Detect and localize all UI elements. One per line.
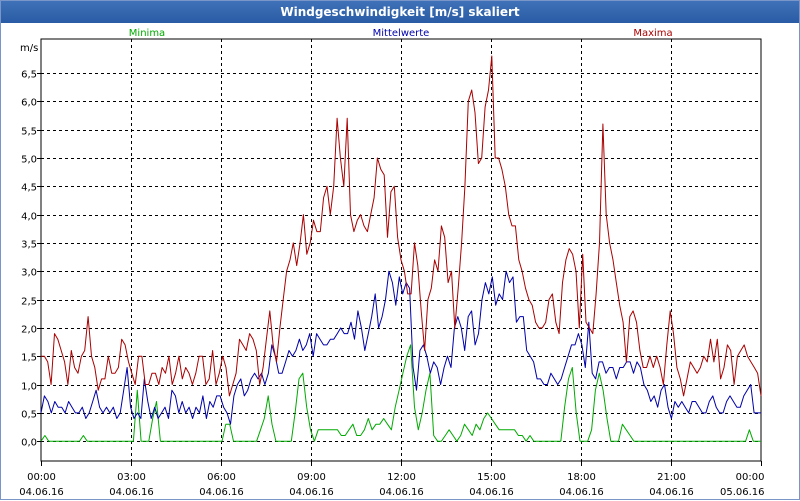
x-tick-date: 04.06.16 <box>649 487 694 498</box>
x-tick-time: 03:00 <box>117 472 146 483</box>
legend-maxima: Maxima <box>633 28 672 39</box>
x-tick-time: 15:00 <box>477 472 506 483</box>
x-tick-time: 00:00 <box>736 472 765 483</box>
x-tick-time: 00:00 <box>27 472 56 483</box>
x-tick-time: 21:00 <box>657 472 686 483</box>
legend-mittelwerte: Mittelwerte <box>373 28 430 39</box>
y-tick-label: 1,5 <box>21 353 37 364</box>
x-tick-time: 12:00 <box>387 472 416 483</box>
x-tick-date: 04.06.16 <box>109 487 154 498</box>
y-tick-label: 4,5 <box>21 183 37 194</box>
series-line-mittelwerte <box>40 270 761 425</box>
legend-minima: Minima <box>129 28 165 39</box>
series-line-minima <box>40 344 761 442</box>
x-tick-date: 04.06.16 <box>289 487 334 498</box>
y-axis-ticks: 0,0 0,5 1,0 1,5 2,0 2,5 3,0 3,5 4,0 4,5 5,0 5,5 6,0 6… <box>21 70 41 449</box>
y-tick-label: 1,0 <box>21 382 37 393</box>
y-tick-label: 2,5 <box>21 297 37 308</box>
y-tick-label: 4,0 <box>21 212 37 223</box>
window-title: Windgeschwindigkeit [m/s] skaliert <box>1 1 799 23</box>
x-tick-time: 18:00 <box>567 472 596 483</box>
x-axis-ticks: 00:00 04.06.16 03:00 04.06.16 06:00 04.06.16 0… <box>19 461 765 498</box>
x-tick-date: 04.06.16 <box>379 487 424 498</box>
x-tick-time: 09:00 <box>297 472 326 483</box>
series-line-maxima <box>41 55 762 397</box>
x-tick-time: 06:00 <box>207 472 236 483</box>
y-tick-label: 5,0 <box>21 155 37 166</box>
data-series <box>40 55 762 442</box>
x-tick-date: 04.06.16 <box>469 487 514 498</box>
y-tick-label: 3,0 <box>21 268 37 279</box>
y-tick-label: 5,5 <box>21 127 37 138</box>
x-tick-date: 05.06.16 <box>720 487 765 498</box>
y-tick-label: 2,0 <box>21 325 37 336</box>
x-tick-date: 04.06.16 <box>19 487 64 498</box>
y-axis-label: m/s <box>20 43 38 54</box>
y-tick-label: 0,0 <box>21 438 37 449</box>
y-tick-label: 3,5 <box>21 240 37 251</box>
grid-lines <box>41 39 761 461</box>
y-tick-label: 6,5 <box>21 70 37 81</box>
x-tick-date: 04.06.16 <box>199 487 244 498</box>
x-tick-date: 04.06.16 <box>559 487 604 498</box>
y-tick-label: 0,5 <box>21 410 37 421</box>
y-tick-label: 6,0 <box>21 98 37 109</box>
